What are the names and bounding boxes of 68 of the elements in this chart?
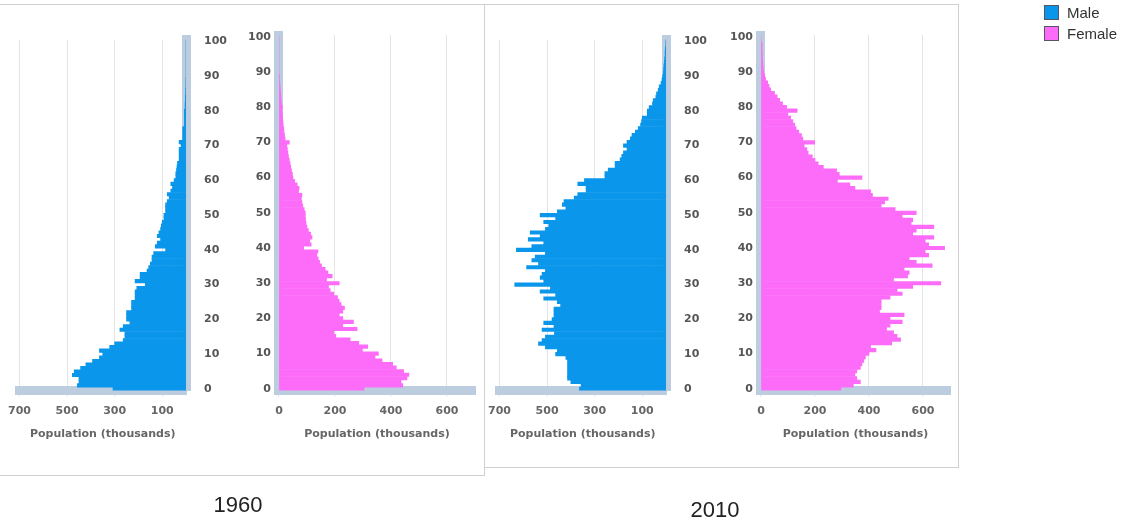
y-tick-label: 80: [255, 100, 272, 114]
y-tick-label: 10: [684, 346, 700, 360]
y-tick-label: 60: [204, 173, 220, 187]
y-tick-label: 10: [204, 346, 220, 360]
y-tick-label: 20: [684, 312, 700, 326]
y-tick-label: 40: [684, 242, 700, 256]
y-tick-label: 20: [255, 311, 272, 325]
x-tick-label: 700: [8, 404, 32, 418]
y-tick-label: 60: [255, 170, 272, 184]
x-tick-label: 0: [757, 404, 766, 418]
x-tick-label: 0: [275, 404, 284, 418]
y-tick-label: 80: [204, 103, 220, 117]
y-tick-label: 100: [729, 29, 754, 43]
x-tick-label: 700: [488, 404, 512, 418]
x-tick-label: 400: [857, 404, 881, 418]
y-tick-label: 30: [204, 277, 220, 291]
y-tick-label: 0: [204, 381, 213, 395]
x-axis-title: Population (thousands): [29, 427, 176, 441]
y-tick-label: 50: [204, 207, 220, 221]
text: 1960: [213, 492, 263, 518]
y-tick-label: 100: [684, 34, 708, 48]
y-tick-label: 80: [737, 100, 754, 114]
text: 2010: [690, 497, 740, 523]
x-axis-title: Population (thousands): [782, 427, 929, 441]
y-tick-label: 30: [255, 276, 272, 290]
y-tick-label: 0: [745, 381, 754, 395]
y-tick-label: 10: [255, 346, 272, 360]
x-tick-label: 200: [803, 404, 827, 418]
x-tick-label: 200: [323, 404, 347, 418]
x-tick-label: 600: [911, 404, 935, 418]
y-tick-label: 0: [684, 381, 693, 395]
x-tick-label: 400: [379, 404, 403, 418]
y-tick-label: 90: [204, 68, 220, 82]
y-tick-label: 80: [684, 103, 700, 117]
y-tick-label: 90: [684, 68, 700, 82]
x-tick-label: 600: [435, 404, 459, 418]
y-tick-label: 40: [255, 240, 272, 254]
x-axis-title: Population (thousands): [304, 427, 450, 441]
y-tick-label: 50: [255, 205, 272, 219]
x-tick-label: 100: [630, 404, 655, 418]
y-tick-label: 10: [737, 346, 754, 360]
y-tick-label: 0: [263, 381, 272, 395]
y-tick-label: 20: [204, 312, 220, 326]
y-tick-label: 70: [204, 138, 220, 152]
x-axis-title: Population (thousands): [509, 427, 656, 441]
y-tick-label: 90: [255, 64, 272, 78]
y-tick-label: 60: [737, 170, 754, 184]
y-tick-label: 30: [737, 276, 754, 290]
y-tick-label: 40: [737, 240, 754, 254]
y-tick-label: 70: [255, 135, 272, 149]
y-tick-label: 70: [684, 138, 700, 152]
y-tick-label: 100: [204, 34, 228, 48]
x-tick-label: 300: [583, 404, 607, 418]
y-tick-label: 70: [737, 135, 754, 149]
y-tick-label: 60: [684, 173, 700, 187]
y-tick-label: 30: [684, 277, 700, 291]
y-tick-label: 40: [204, 242, 220, 256]
x-tick-label: 500: [535, 404, 559, 418]
y-tick-label: 50: [684, 207, 700, 221]
x-tick-label: 500: [55, 404, 79, 418]
y-tick-label: 90: [737, 64, 754, 78]
y-tick-label: 100: [247, 29, 272, 43]
x-tick-label: 100: [150, 404, 175, 418]
legend-label: Male: [1066, 4, 1100, 21]
y-tick-label: 20: [737, 311, 754, 325]
x-tick-label: 300: [103, 404, 127, 418]
y-tick-label: 50: [737, 205, 754, 219]
legend-label: Female: [1066, 25, 1117, 42]
